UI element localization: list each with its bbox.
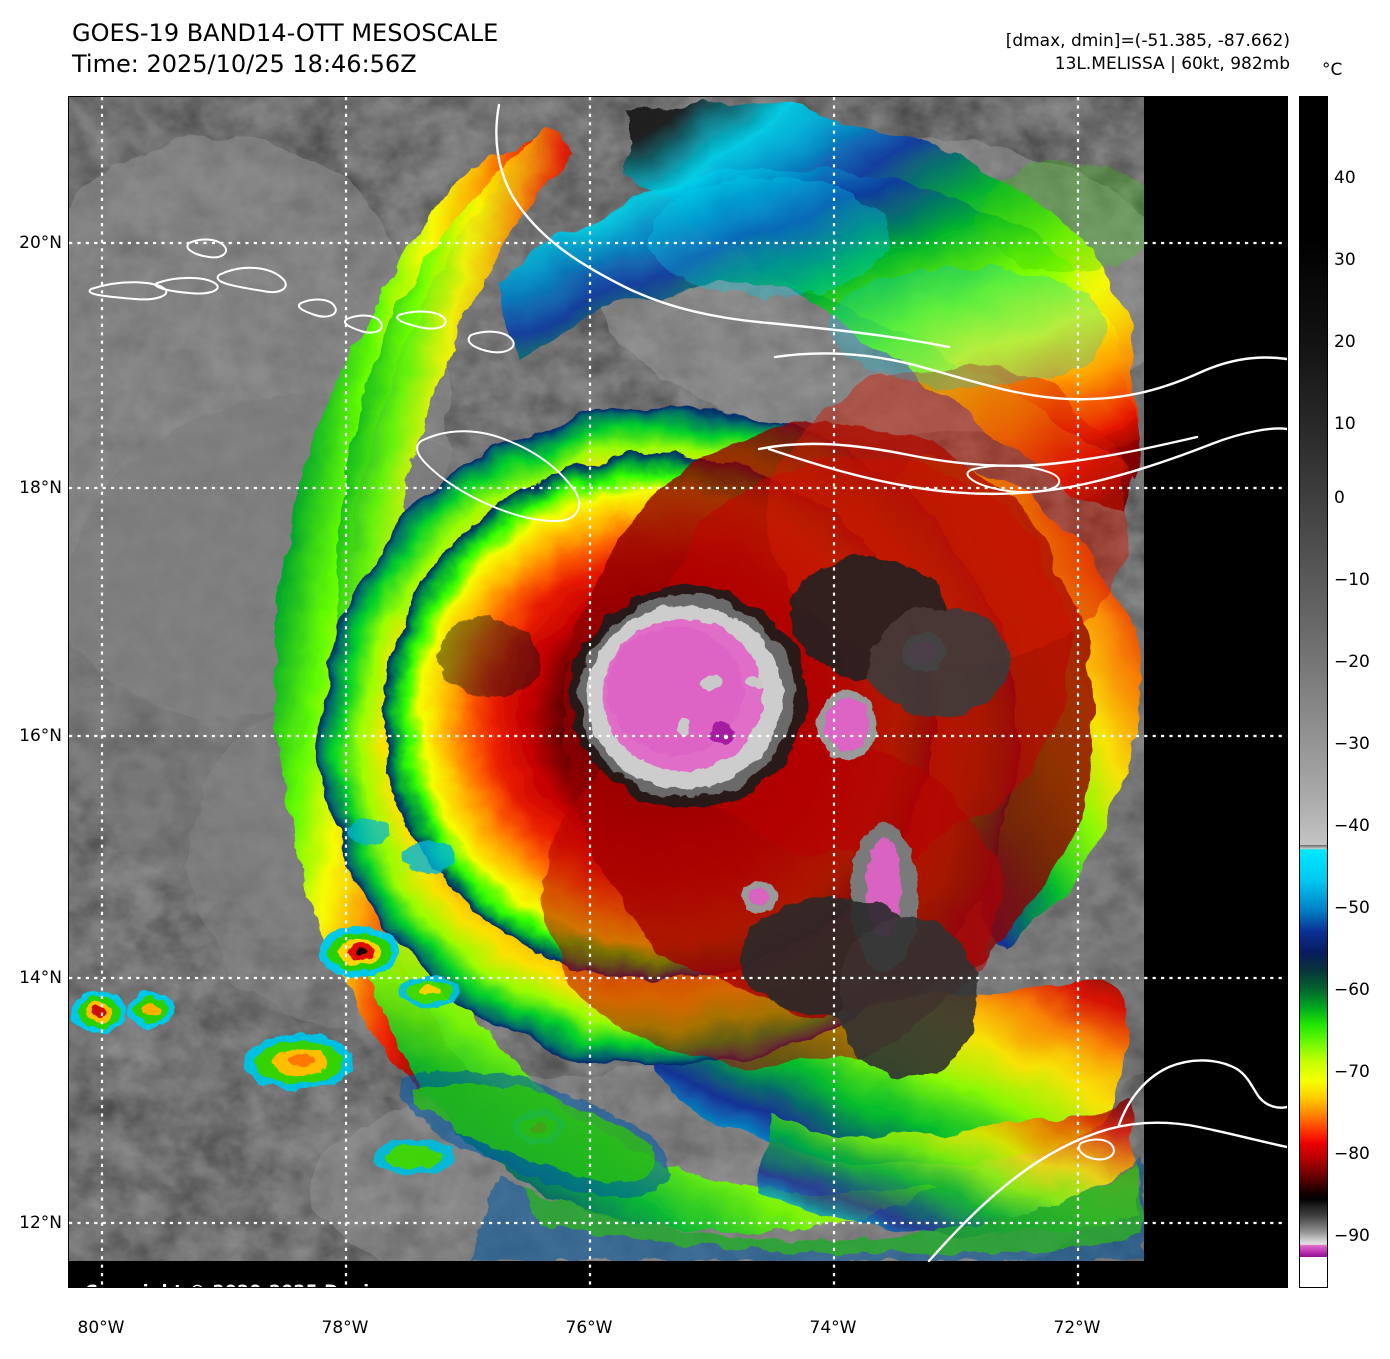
rainband-northwest xyxy=(274,127,574,1119)
colorbar-tick-10: 10 xyxy=(1334,414,1356,434)
colorbar-gradient xyxy=(1300,97,1327,1287)
colorbar-tick-m10: −10 xyxy=(1334,570,1370,590)
colorbar-unit-label: °C xyxy=(1322,60,1343,80)
satellite-imagery-plot[interactable]: Copyright © 2020-2025 Dapiya xyxy=(68,96,1288,1288)
title-line-1: GOES-19 BAND14-OTT MESOSCALE xyxy=(72,19,499,47)
dmax-dmin-label: [dmax, dmin]=(-51.385, -87.662) xyxy=(1005,31,1290,51)
x-tick-label-76w: 76°W xyxy=(565,1318,613,1338)
imagery-layers xyxy=(69,97,1287,1287)
x-tick-label-80w: 80°W xyxy=(77,1318,125,1338)
satellite-imagery-canvas xyxy=(69,97,1287,1287)
colorbar-tick-m50: −50 xyxy=(1334,898,1370,918)
y-tick-label-18n: 18°N xyxy=(19,478,62,498)
storm-info-label: 13L.MELISSA | 60kt, 982mb xyxy=(1054,54,1290,75)
x-tick-label-74w: 74°W xyxy=(809,1318,857,1338)
colorbar-tick-m20: −20 xyxy=(1334,652,1370,672)
y-tick-label-16n: 16°N xyxy=(19,726,62,746)
page-title: GOES-19 BAND14-OTT MESOSCALE Time: 2025/… xyxy=(72,18,498,80)
colorbar-tick-m70: −70 xyxy=(1334,1062,1370,1082)
title-line-2: Time: 2025/10/25 18:46:56Z xyxy=(72,50,417,79)
cirrus-speckle xyxy=(649,162,1144,387)
graticule xyxy=(69,97,1287,1287)
x-tick-label-72w: 72°W xyxy=(1053,1318,1101,1338)
colorbar-tick-m30: −30 xyxy=(1334,734,1370,754)
colorbar-tick-30: 30 xyxy=(1334,250,1356,270)
colorbar-tick-40: 40 xyxy=(1334,168,1356,188)
x-tick-label-78w: 78°W xyxy=(321,1318,369,1338)
coastline-overlay xyxy=(88,103,1287,1263)
copyright-label: Copyright © 2020-2025 Dapiya xyxy=(85,1282,393,1287)
satellite-swath xyxy=(69,97,1144,1261)
y-tick-label-12n: 12°N xyxy=(19,1213,62,1233)
colorbar-tick-m90: −90 xyxy=(1334,1226,1370,1246)
colorbar-tick-0: 0 xyxy=(1334,488,1345,508)
header-metadata: [dmax, dmin]=(-51.385, -87.662) 13L.MELI… xyxy=(1006,30,1290,77)
rainband-south-arc xyxy=(469,1157,1144,1261)
y-tick-label-20n: 20°N xyxy=(19,233,62,253)
y-tick-label-14n: 14°N xyxy=(19,968,62,988)
colorbar-tick-20: 20 xyxy=(1334,332,1356,352)
colorbar-tick-m40: −40 xyxy=(1334,816,1370,836)
colorbar[interactable] xyxy=(1299,96,1328,1288)
colorbar-tick-m80: −80 xyxy=(1334,1144,1370,1164)
colorbar-tick-m60: −60 xyxy=(1334,980,1370,1000)
overshooting-top xyxy=(571,587,807,807)
scattered-convective-cells xyxy=(72,818,670,1199)
cold-cloud-top-patches xyxy=(439,557,1009,1077)
bahamas-islands xyxy=(88,238,515,354)
